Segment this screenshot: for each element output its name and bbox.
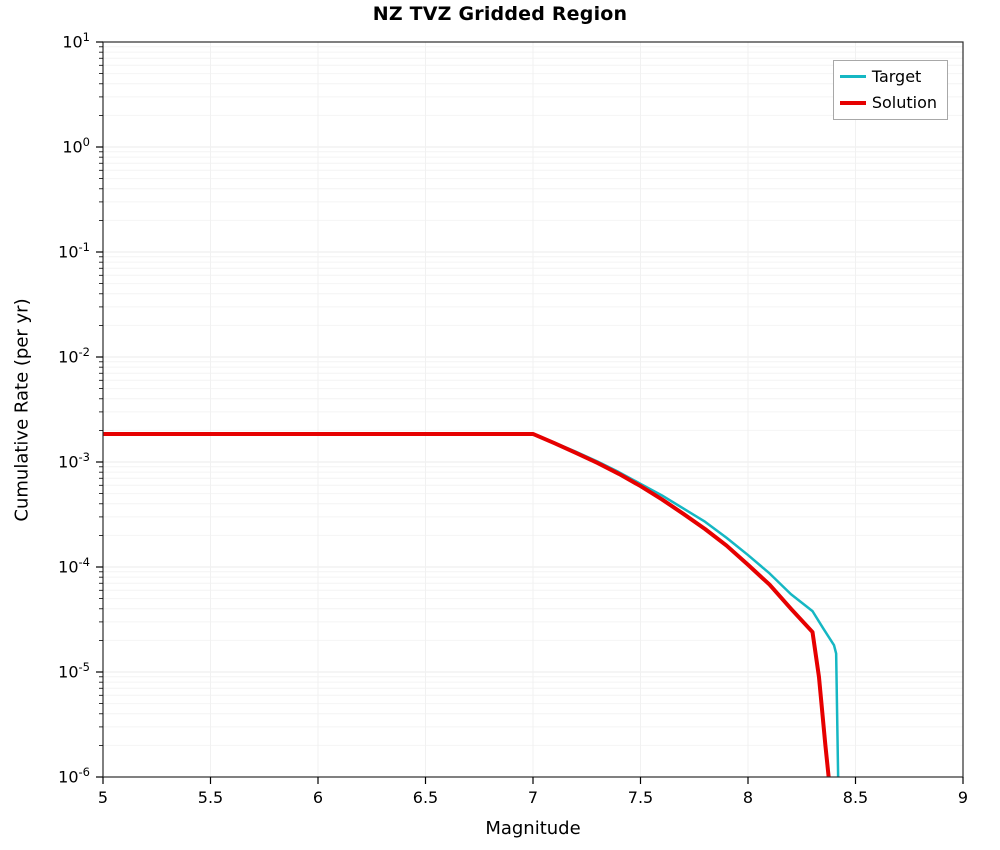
legend-label-target: Target	[871, 67, 922, 86]
axis-ticks	[96, 41, 964, 784]
legend-line-target-icon	[839, 75, 866, 78]
solution-line	[103, 431, 831, 777]
legend-label-solution: Solution	[871, 93, 937, 112]
x-axis-label: Magnitude	[485, 818, 581, 839]
gridlines	[103, 41, 963, 778]
legend-entry-solution: Solution	[839, 93, 937, 112]
legend-entry-target: Target	[839, 67, 937, 86]
y-axis-label: Cumulative Rate (per yr)	[11, 298, 33, 522]
series-group	[103, 431, 840, 777]
legend: Target Solution	[832, 60, 948, 120]
legend-line-solution-icon	[839, 100, 866, 105]
chart-title: NZ TVZ Gridded Region	[372, 3, 628, 25]
target-line	[103, 432, 840, 777]
